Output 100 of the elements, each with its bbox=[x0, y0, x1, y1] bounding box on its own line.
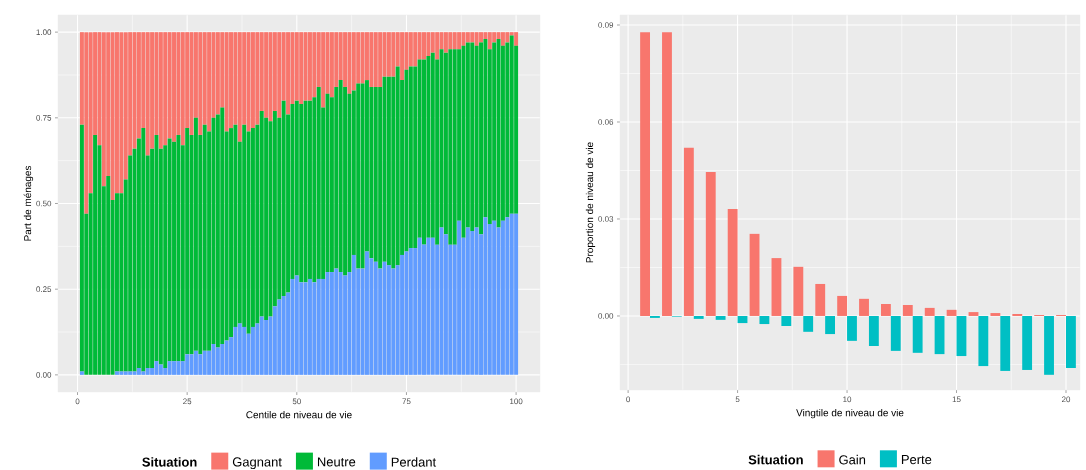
bar bbox=[391, 268, 396, 375]
bar bbox=[435, 32, 440, 60]
bar bbox=[426, 237, 431, 375]
bar bbox=[890, 315, 901, 351]
bar bbox=[229, 32, 233, 129]
bar bbox=[233, 326, 238, 375]
bar bbox=[715, 315, 726, 320]
bar bbox=[859, 298, 869, 316]
bar bbox=[868, 315, 879, 347]
bar bbox=[128, 371, 133, 375]
bar bbox=[356, 83, 361, 269]
legend-label: Perdant bbox=[391, 457, 437, 467]
bar bbox=[246, 32, 251, 132]
legend-label: Gain bbox=[839, 454, 866, 465]
bar bbox=[141, 128, 146, 372]
bar bbox=[307, 100, 312, 279]
bar bbox=[815, 283, 826, 316]
bar bbox=[158, 364, 163, 375]
bar bbox=[474, 227, 479, 375]
bar bbox=[338, 272, 343, 375]
bar bbox=[847, 315, 857, 341]
bar bbox=[1044, 315, 1054, 375]
bar bbox=[163, 32, 168, 146]
bar bbox=[145, 32, 150, 156]
bar bbox=[500, 32, 505, 46]
bar bbox=[106, 176, 111, 375]
bar bbox=[119, 371, 124, 375]
bar bbox=[837, 295, 848, 316]
bar bbox=[479, 42, 483, 235]
bar bbox=[365, 251, 369, 375]
bar bbox=[443, 32, 448, 53]
bar bbox=[360, 83, 365, 269]
bar bbox=[334, 268, 339, 375]
bar bbox=[154, 361, 159, 375]
bar bbox=[158, 32, 163, 149]
bar bbox=[172, 32, 176, 142]
bar bbox=[400, 32, 405, 81]
bar bbox=[299, 104, 304, 283]
bar bbox=[662, 32, 672, 316]
bar bbox=[193, 117, 198, 351]
bar bbox=[640, 32, 650, 316]
legend-label: Perte bbox=[901, 455, 932, 465]
bar bbox=[351, 254, 356, 375]
bar bbox=[264, 320, 269, 375]
bar bbox=[500, 220, 505, 375]
bar bbox=[294, 32, 299, 101]
bar bbox=[303, 282, 308, 375]
legend-label: Gagnant bbox=[232, 457, 282, 470]
bar bbox=[198, 32, 203, 135]
legend-label: Neutre bbox=[317, 457, 356, 467]
bar bbox=[145, 368, 150, 375]
bar bbox=[220, 107, 225, 345]
bar bbox=[338, 80, 343, 273]
legend-title: Situation bbox=[142, 457, 197, 467]
bar bbox=[110, 32, 115, 201]
bar bbox=[329, 272, 334, 375]
bar bbox=[395, 66, 400, 266]
bar bbox=[281, 100, 286, 297]
bar bbox=[408, 32, 413, 67]
bar bbox=[391, 32, 396, 77]
bar bbox=[382, 261, 387, 375]
bar bbox=[250, 32, 255, 129]
bar bbox=[93, 134, 98, 375]
bar bbox=[307, 278, 312, 375]
bar bbox=[1066, 315, 1076, 369]
bar bbox=[373, 32, 378, 87]
bar bbox=[79, 371, 84, 375]
bar bbox=[483, 217, 488, 375]
bar bbox=[793, 266, 804, 316]
bar bbox=[509, 35, 514, 214]
bar bbox=[934, 315, 945, 355]
bar bbox=[176, 134, 181, 362]
bar bbox=[781, 315, 792, 326]
bar bbox=[880, 304, 891, 316]
bar bbox=[220, 344, 225, 375]
bar bbox=[115, 371, 119, 375]
bar bbox=[457, 220, 462, 375]
bar bbox=[492, 220, 497, 375]
bar bbox=[264, 32, 269, 118]
bar bbox=[408, 248, 413, 375]
bar bbox=[1022, 315, 1033, 370]
bar bbox=[683, 147, 694, 316]
bar bbox=[172, 361, 176, 375]
bar bbox=[457, 32, 462, 50]
bar bbox=[465, 32, 470, 43]
x-axis-title: Centile de niveau de vie bbox=[246, 411, 352, 419]
bar bbox=[803, 315, 814, 332]
bar bbox=[237, 323, 242, 375]
bar bbox=[727, 208, 738, 316]
bar bbox=[509, 213, 514, 375]
bar bbox=[84, 32, 89, 214]
bar bbox=[101, 32, 106, 187]
bar bbox=[1000, 315, 1011, 371]
bar bbox=[386, 76, 391, 266]
bar bbox=[299, 32, 304, 105]
legend-title: Situation bbox=[748, 454, 803, 465]
bar bbox=[749, 233, 760, 316]
bar bbox=[422, 59, 426, 245]
bar bbox=[373, 261, 378, 375]
bar bbox=[303, 32, 308, 101]
